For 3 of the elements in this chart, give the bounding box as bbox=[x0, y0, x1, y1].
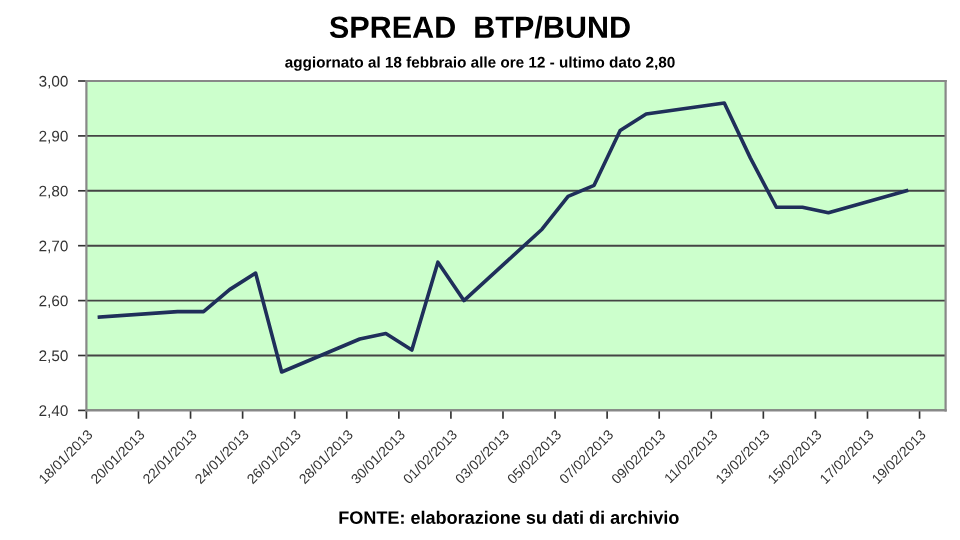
line-series bbox=[97, 101, 909, 374]
chart-title: SPREAD BTP/BUND bbox=[329, 15, 630, 39]
source-note: FONTE: elaborazione su dati di archivio bbox=[339, 510, 679, 524]
